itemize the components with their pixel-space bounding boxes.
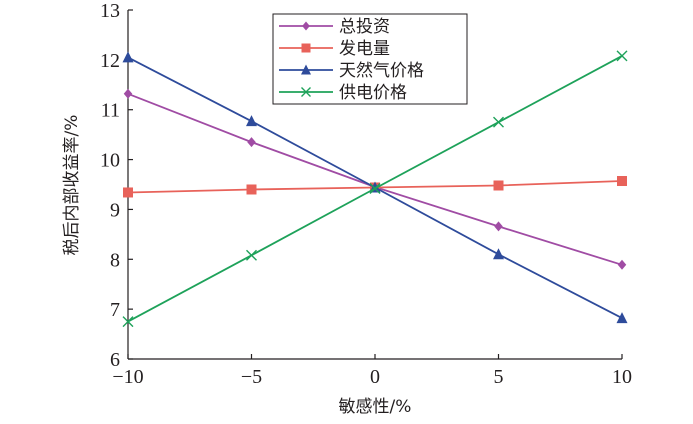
x-axis-title: 敏感性/%: [339, 397, 412, 417]
y-tick-label: 13: [100, 0, 120, 22]
square-marker: [301, 43, 311, 53]
cross-marker: [493, 116, 504, 128]
y-tick-label: 9: [110, 199, 120, 221]
triangle-marker: [301, 64, 311, 75]
legend-label: 天然气价格: [339, 61, 424, 81]
square-marker: [493, 180, 504, 191]
diamond-marker: [123, 88, 133, 99]
triangle-marker: [616, 312, 628, 324]
diamond-marker: [494, 221, 503, 232]
cross-marker: [616, 50, 628, 62]
legend-label: 供电价格: [339, 83, 407, 103]
y-tick-label: 11: [101, 100, 120, 122]
cross-marker: [122, 316, 134, 328]
y-tick-label: 10: [100, 150, 120, 172]
y-axis-title: 税后内部收益率/%: [62, 115, 82, 256]
legend-label: 发电量: [339, 39, 390, 59]
series-diamond: [123, 88, 627, 270]
x-tick-label: −5: [241, 366, 262, 388]
x-tick-label: 5: [494, 366, 504, 388]
y-tick-label: 6: [110, 349, 120, 371]
cross-marker: [246, 249, 257, 261]
series-line: [127, 92, 623, 266]
diamond-marker: [247, 137, 256, 148]
series-layer: [122, 50, 628, 328]
cross-marker: [369, 182, 381, 194]
square-marker: [246, 184, 257, 195]
x-tick-label: 10: [612, 366, 632, 388]
y-axis: 6 7 8 9 10 11 12 13: [100, 0, 133, 371]
x-tick-label: 0: [370, 366, 380, 388]
y-tick-label: 8: [110, 249, 120, 271]
square-marker: [617, 176, 627, 187]
cross-marker: [301, 87, 311, 97]
legend-item: 天然气价格: [279, 61, 424, 81]
legend-item: 发电量: [279, 39, 390, 59]
square-marker: [123, 187, 133, 198]
triangle-marker: [493, 248, 504, 260]
legend-item: 供电价格: [279, 83, 407, 103]
y-tick-label: 12: [100, 50, 120, 72]
legend-item: 总投资: [279, 17, 390, 37]
series-cross: [122, 50, 628, 328]
x-tick-label: −10: [112, 366, 143, 388]
triangle-marker: [246, 115, 257, 127]
x-axis: −10 −5 0 5 10: [112, 354, 632, 388]
triangle-marker: [122, 51, 134, 63]
legend-label: 总投资: [339, 17, 390, 37]
y-tick-label: 7: [110, 299, 120, 321]
diamond-marker: [302, 21, 310, 31]
diamond-marker: [617, 259, 627, 270]
